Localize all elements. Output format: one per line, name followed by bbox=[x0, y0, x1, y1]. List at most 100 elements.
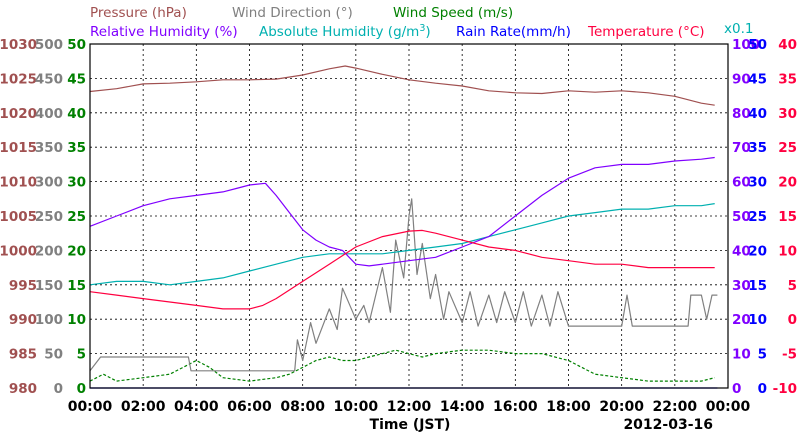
tick-label-temperature: 35 bbox=[778, 71, 797, 87]
legend-wind-speed: Wind Speed (m/s) bbox=[393, 5, 513, 21]
tick-label-x: 14:00 bbox=[440, 399, 485, 415]
series-line-relative-humidity bbox=[89, 156, 715, 267]
tick-label-relative-humidity: 60 bbox=[732, 175, 751, 191]
series-line-pressure bbox=[89, 65, 715, 106]
plot-frame bbox=[89, 43, 729, 389]
tick-label-wind-direction: 400 bbox=[35, 106, 63, 122]
tick-label-pressure: 985 bbox=[9, 347, 37, 363]
series-line-wind-direction bbox=[89, 198, 718, 372]
tick-label-rain-rate: 20 bbox=[748, 243, 767, 259]
tick-label-pressure: 995 bbox=[9, 278, 37, 294]
tick-label-relative-humidity: 80 bbox=[732, 106, 751, 122]
tick-label-relative-humidity: 10 bbox=[732, 347, 751, 363]
legend-absolute-humidity-prefix: Absolute Humidity (g/m bbox=[259, 24, 419, 40]
tick-label-wind-speed: 30 bbox=[67, 175, 86, 191]
legend-rain-rate: Rain Rate(mm/h) bbox=[456, 24, 571, 40]
tick-label-x: 18:00 bbox=[546, 399, 591, 415]
tick-label-relative-humidity: 30 bbox=[732, 278, 751, 294]
tick-label-x: 20:00 bbox=[599, 399, 644, 415]
tick-label-x: 12:00 bbox=[387, 399, 432, 415]
tick-label-wind-speed: 50 bbox=[67, 37, 86, 53]
tick-label-wind-direction: 0 bbox=[54, 381, 63, 397]
legend-absolute-humidity-suffix: ) bbox=[425, 24, 430, 40]
legend-wind-direction: Wind Direction (°) bbox=[232, 5, 353, 21]
tick-label-wind-speed: 5 bbox=[77, 347, 86, 363]
tick-label-relative-humidity: 20 bbox=[732, 312, 751, 328]
tick-label-temperature: 10 bbox=[778, 243, 797, 259]
tick-label-temperature: 40 bbox=[778, 37, 797, 53]
tick-label-relative-humidity: 0 bbox=[732, 381, 741, 397]
tick-label-wind-direction: 300 bbox=[35, 175, 63, 191]
tick-label-wind-speed: 25 bbox=[67, 209, 86, 225]
tick-label-temperature: 0 bbox=[788, 312, 797, 328]
tick-label-relative-humidity: 70 bbox=[732, 140, 751, 156]
tick-label-wind-direction: 200 bbox=[35, 243, 63, 259]
tick-label-rain-rate: 0 bbox=[758, 381, 767, 397]
tick-label-relative-humidity: 40 bbox=[732, 243, 751, 259]
tick-label-temperature: 5 bbox=[788, 278, 797, 294]
tick-label-wind-speed: 20 bbox=[67, 243, 86, 259]
tick-label-relative-humidity: 90 bbox=[732, 71, 751, 87]
tick-label-x: 00:00 bbox=[706, 399, 751, 415]
tick-label-rain-rate: 45 bbox=[748, 71, 767, 87]
tick-label-wind-direction: 450 bbox=[35, 71, 63, 87]
tick-label-temperature: 30 bbox=[778, 106, 797, 122]
tick-label-x: 08:00 bbox=[280, 399, 325, 415]
date-label: 2012-03-16 bbox=[623, 417, 713, 433]
tick-label-wind-speed: 15 bbox=[67, 278, 86, 294]
tick-label-x: 16:00 bbox=[493, 399, 538, 415]
legend-temperature: Temperature (°C) bbox=[587, 24, 705, 40]
legend-multiplier: x0.1 bbox=[724, 21, 753, 37]
tick-label-temperature: 15 bbox=[778, 209, 797, 225]
tick-label-pressure: 990 bbox=[9, 312, 37, 328]
tick-label-rain-rate: 25 bbox=[748, 209, 767, 225]
legend-absolute-humidity-sup: 3 bbox=[419, 23, 425, 34]
tick-label-temperature: -10 bbox=[773, 381, 797, 397]
tick-label-rain-rate: 5 bbox=[758, 347, 767, 363]
tick-label-x: 10:00 bbox=[334, 399, 379, 415]
series-group bbox=[89, 65, 718, 389]
tick-label-pressure: 1025 bbox=[0, 71, 37, 87]
tick-label-pressure: 1010 bbox=[0, 175, 37, 191]
tick-label-wind-speed: 35 bbox=[67, 140, 86, 156]
series-line-wind-speed bbox=[89, 349, 715, 382]
tick-label-rain-rate: 10 bbox=[748, 312, 767, 328]
tick-label-temperature: 25 bbox=[778, 140, 797, 156]
tick-label-rain-rate: 35 bbox=[748, 140, 767, 156]
tick-label-wind-speed: 0 bbox=[77, 381, 86, 397]
tick-label-x: 22:00 bbox=[653, 399, 698, 415]
tick-label-wind-speed: 45 bbox=[67, 71, 86, 87]
legend-relative-humidity: Relative Humidity (%) bbox=[90, 24, 238, 40]
tick-label-pressure: 1030 bbox=[0, 37, 37, 53]
tick-label-rain-rate: 15 bbox=[748, 278, 767, 294]
tick-label-relative-humidity: 100 bbox=[732, 37, 760, 53]
tick-label-pressure: 1000 bbox=[0, 243, 37, 259]
tick-label-pressure: 1005 bbox=[0, 209, 37, 225]
tick-label-wind-speed: 40 bbox=[67, 106, 86, 122]
axis-ticks: 1030102510201015101010051000995990985980… bbox=[0, 37, 797, 415]
tick-label-rain-rate: 40 bbox=[748, 106, 767, 122]
legend-pressure: Pressure (hPa) bbox=[90, 5, 187, 21]
tick-label-wind-speed: 10 bbox=[67, 312, 86, 328]
tick-label-wind-direction: 50 bbox=[44, 347, 63, 363]
tick-label-x: 04:00 bbox=[174, 399, 219, 415]
tick-label-temperature: 20 bbox=[778, 175, 797, 191]
tick-label-x: 02:00 bbox=[121, 399, 166, 415]
legend-absolute-humidity: Absolute Humidity (g/m3) bbox=[259, 23, 431, 40]
x-axis-title: Time (JST) bbox=[370, 417, 451, 433]
series-line-temperature bbox=[89, 229, 715, 310]
tick-label-pressure: 1020 bbox=[0, 106, 37, 122]
tick-label-pressure: 1015 bbox=[0, 140, 37, 156]
tick-label-wind-direction: 250 bbox=[35, 209, 63, 225]
tick-label-x: 00:00 bbox=[68, 399, 113, 415]
tick-label-wind-direction: 350 bbox=[35, 140, 63, 156]
tick-label-rain-rate: 50 bbox=[748, 37, 767, 53]
tick-label-wind-direction: 100 bbox=[35, 312, 63, 328]
tick-label-temperature: -5 bbox=[782, 347, 797, 363]
tick-label-x: 06:00 bbox=[227, 399, 272, 415]
tick-label-relative-humidity: 50 bbox=[732, 209, 751, 225]
series-line-absolute-humidity bbox=[89, 203, 715, 286]
tick-label-wind-direction: 500 bbox=[35, 37, 63, 53]
tick-label-rain-rate: 30 bbox=[748, 175, 767, 191]
